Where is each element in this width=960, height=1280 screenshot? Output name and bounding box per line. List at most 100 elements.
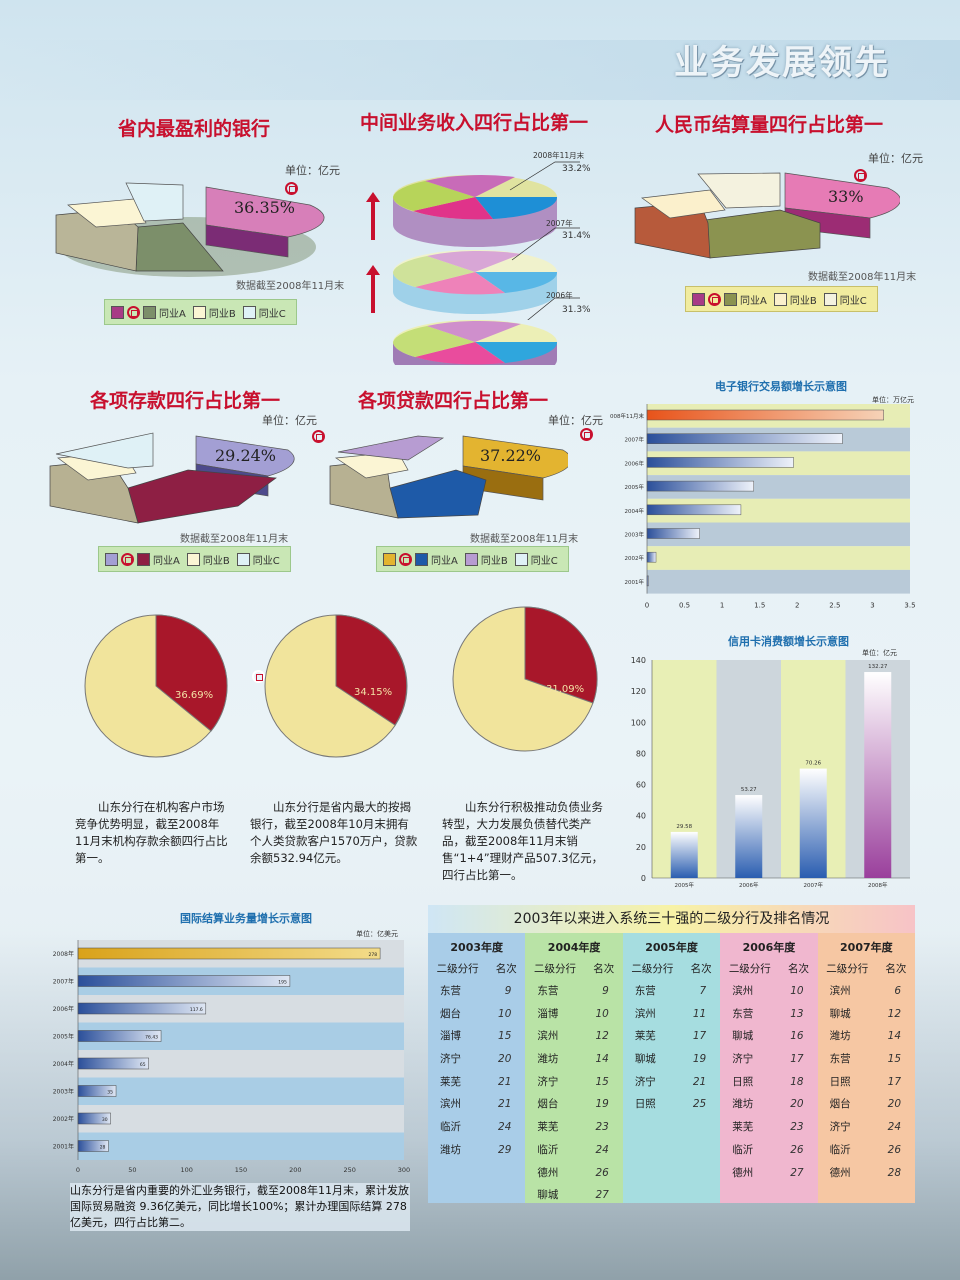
legend-label: 同业A (740, 295, 767, 307)
tick-label: 2 (795, 602, 799, 610)
ranking-row: 滨州 11 (623, 1003, 720, 1026)
data-label: 76.43 (145, 1035, 158, 1041)
ranking-row: 莱芜 17 (623, 1025, 720, 1048)
bar (646, 409, 884, 421)
branch-name: 东营 (440, 985, 461, 997)
unit-label: 单位：亿元 (548, 414, 603, 427)
legend-label: 同业C (839, 295, 867, 307)
branch-rank: 21 (498, 1075, 512, 1088)
tick-label: 2003年 (625, 531, 645, 539)
tick-label: 300 (398, 1166, 410, 1174)
tick-label: 2.5 (829, 602, 840, 610)
ranking-subheader-label: 二级分行 (728, 963, 771, 975)
tick-label: 2001年 (625, 578, 645, 586)
ranking-row: 烟台 19 (525, 1093, 622, 1116)
branch-rank: 17 (887, 1075, 902, 1088)
branch-name: 滨州 (440, 1098, 461, 1111)
branch-name: 潍坊 (829, 1030, 851, 1043)
ranking-row: 滨州 6 (818, 980, 915, 1003)
branch-name: 聊城 (732, 1030, 754, 1043)
chart-intl: 278 2008年 195 2007年 117.6 2006年 76.43 2005年 65 20… (53, 940, 410, 1174)
tick-label: 80 (636, 749, 646, 758)
branch-rank: 19 (692, 1053, 707, 1066)
tick-label: 20 (636, 843, 646, 852)
branch-rank: 12 (887, 1007, 902, 1020)
pie-profit (55, 182, 325, 277)
legend-swatch (186, 552, 200, 566)
legend-loans: 同业A 同业B 同业C (376, 546, 569, 572)
branch-name: 淄博 (440, 1030, 461, 1043)
legend-label: 同业A (431, 555, 458, 567)
ranking-row: 临沂 26 (818, 1139, 915, 1162)
branch-rank: 10 (498, 1007, 512, 1020)
legend-label: 同业B (208, 308, 236, 320)
branch-name: 莱芜 (732, 1121, 754, 1134)
branch-rank: 12 (595, 1030, 609, 1043)
branch-name: 济宁 (829, 1121, 851, 1134)
data-label: 35 (107, 1090, 113, 1096)
branch-name: 临沂 (829, 1143, 851, 1156)
branch-name: 日照 (732, 1075, 754, 1088)
ranking-subheader-label: 二级分行 (631, 963, 674, 975)
ranking-row: 东营 15 (818, 1048, 915, 1071)
ranking-row: 聊城 27 (525, 1184, 622, 1207)
row-band (647, 569, 910, 594)
bar (735, 795, 763, 878)
branch-rank: 23 (595, 1121, 609, 1134)
branch-rank: 16 (790, 1030, 804, 1043)
ranking-year: 2006年度 (742, 941, 796, 954)
tick-label: 2005年 (625, 483, 645, 491)
legend-settlement: 同业A 同业B 同业C (685, 286, 878, 312)
note-label: 数据截至2008年11月末 (180, 534, 289, 545)
bank-logo-icon (708, 292, 721, 306)
pie-pct-label: 34.15% (354, 687, 393, 698)
ranking-row: 济宁 15 (525, 1071, 622, 1094)
legend-swatch (823, 292, 837, 306)
up-arrow-icon (366, 192, 380, 240)
pie-pct-label: 36.69% (175, 690, 214, 701)
tick-label: 2007年 (804, 881, 824, 889)
ranking-column: 2005年度 二级分行 名次 东营 7 滨州 11 莱芜 17 聊城 19 济宁 21 日照 25 (622, 933, 721, 1203)
tick-label: 150 (235, 1166, 247, 1174)
tick-label: 2002年 (53, 1115, 74, 1123)
chart-ebank: 2008年11月末 2007年 2006年 2005年 2004年 2003年 2002年 2… (610, 404, 916, 610)
row-band (78, 1105, 404, 1133)
pie-year-label: 2007年 (546, 219, 573, 228)
ranking-row: 烟台 20 (818, 1093, 915, 1116)
ranking-row: 潍坊 14 (818, 1025, 915, 1048)
ranking-row: 淄博 15 (428, 1025, 525, 1048)
branch-rank: 18 (790, 1075, 804, 1088)
branch-name: 潍坊 (732, 1098, 754, 1111)
legend-label: 同业C (258, 308, 286, 320)
branch-rank: 27 (790, 1166, 804, 1179)
branch-name: 德州 (732, 1166, 754, 1179)
ranking-row: 日照 25 (623, 1093, 720, 1116)
ranking-column: 2004年度 二级分行 名次 东营 9 淄博 10 滨州 12 潍坊 14 济宁 15 烟台 19 莱芜 23 临… (525, 933, 623, 1203)
chart-title-ebank: 电子银行交易额增长示意图 (715, 380, 847, 393)
tick-label: 1.5 (754, 602, 765, 610)
legend-swatch (105, 552, 118, 566)
data-label: 117.6 (190, 1007, 203, 1013)
bank-logo-icon (580, 428, 594, 441)
tick-label: 100 (180, 1166, 192, 1174)
tick-label: 2008年11月末 (610, 412, 644, 420)
tick-label: 1 (720, 602, 724, 610)
tick-label: 2006年 (625, 459, 645, 467)
ranking-column: 2007年度 二级分行 名次 滨州 6 聊城 12 潍坊 14 东营 15 日照 17 烟台 20 济宁 24 临… (817, 933, 916, 1203)
ranking-year: 2007年度 (840, 941, 893, 954)
branch-name: 莱芜 (440, 1075, 461, 1088)
ranking-row: 滨州 10 (720, 980, 817, 1003)
pie-pct-label: 31.4% (562, 231, 591, 241)
tick-label: 3.5 (904, 602, 915, 610)
tick-label: 2006年 (53, 1005, 74, 1013)
note-label: 数据截至2008年11月末 (236, 281, 345, 292)
data-label: 65 (140, 1062, 146, 1068)
ranking-subheader-label: 二级分行 (826, 963, 869, 975)
ranking-year: 2003年度 (450, 941, 504, 954)
unit-label: 单位：亿元 (285, 164, 340, 177)
ranking-row: 莱芜 21 (428, 1071, 525, 1094)
legend-label: 同业A (153, 555, 180, 567)
branch-rank: 19 (595, 1098, 609, 1111)
branch-name: 莱芜 (634, 1030, 656, 1043)
branch-rank: 7 (699, 985, 707, 997)
